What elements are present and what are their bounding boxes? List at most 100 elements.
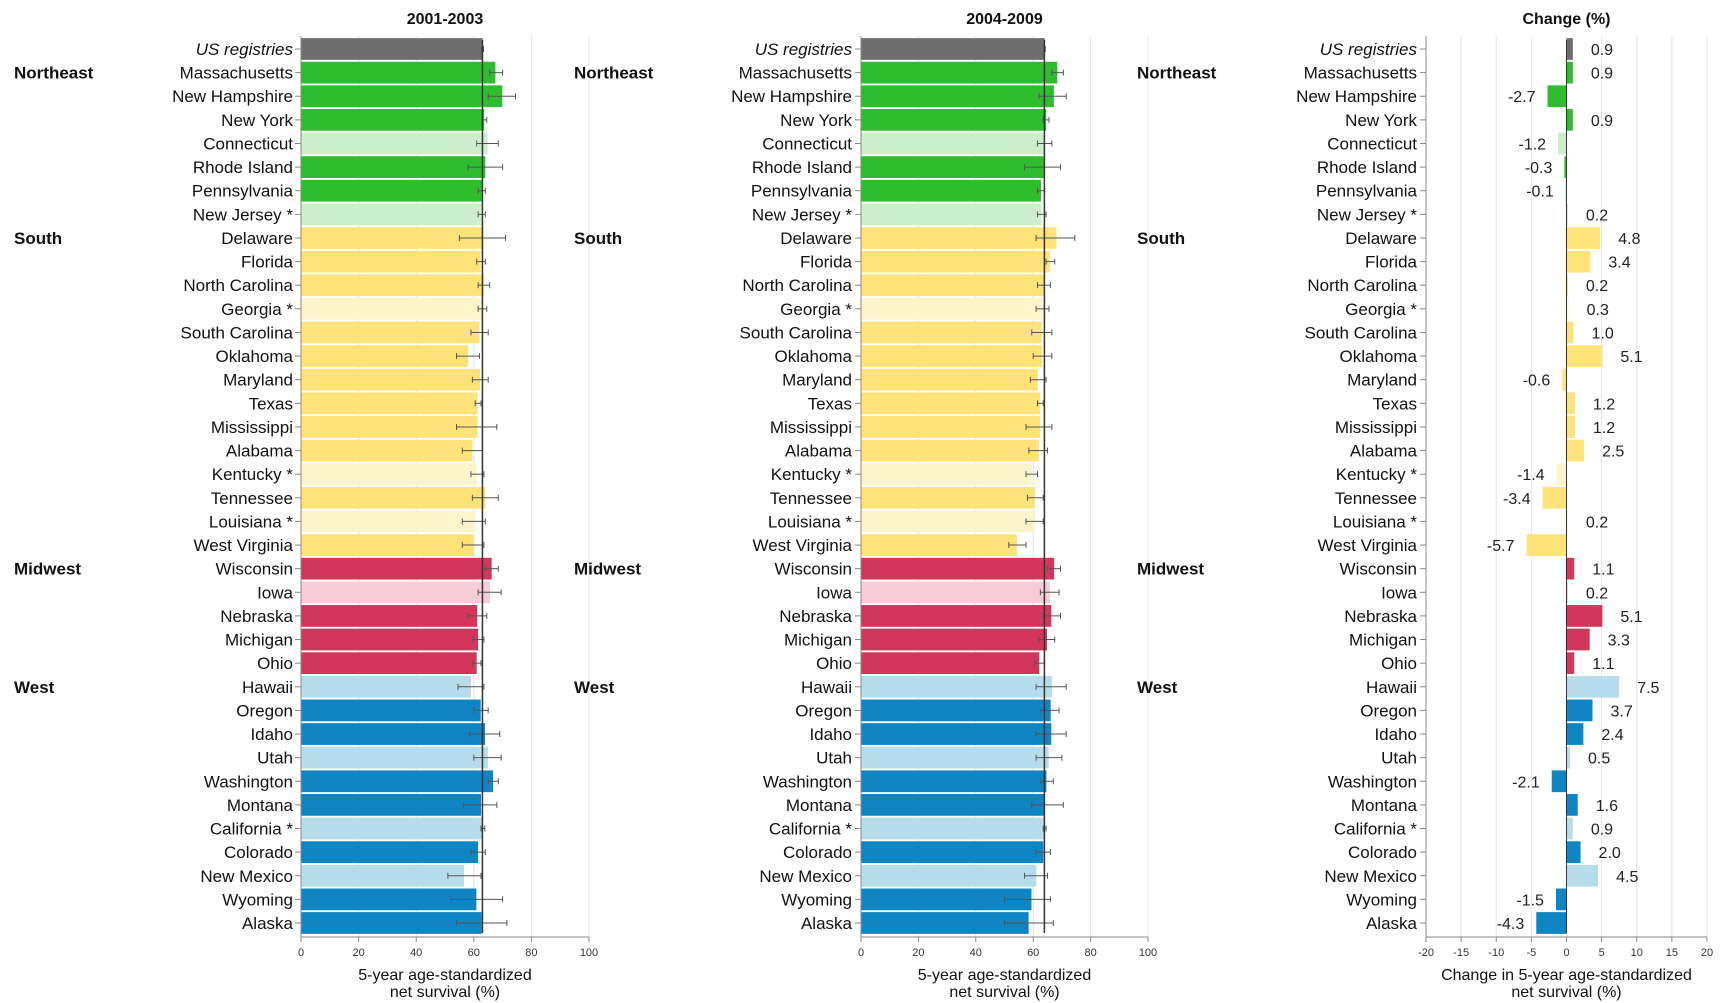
bar	[1566, 723, 1584, 745]
category-label: Alaska	[242, 914, 294, 933]
bar	[1566, 746, 1571, 769]
category-label: Rhode Island	[1317, 158, 1417, 177]
value-label: 4.8	[1618, 231, 1640, 248]
bar	[1566, 274, 1568, 297]
bar	[301, 675, 471, 698]
category-label: Texas	[249, 394, 293, 413]
bar	[861, 203, 1042, 226]
category-label: Wisconsin	[775, 560, 852, 579]
category-label: Hawaii	[1366, 678, 1417, 697]
category-label: Colorado	[783, 843, 852, 862]
category-label: Utah	[257, 749, 293, 768]
value-label: 5.1	[1620, 609, 1642, 626]
bar	[1566, 794, 1578, 816]
category-label: West Virginia	[193, 536, 293, 555]
value-label: 3.3	[1608, 633, 1630, 650]
x-tick-label: 10	[1631, 947, 1643, 959]
bar	[1566, 864, 1599, 887]
category-label: Wisconsin	[1340, 560, 1417, 579]
category-label: Connecticut	[762, 134, 852, 153]
category-label: West Virginia	[1317, 536, 1417, 555]
x-tick-label: -15	[1453, 947, 1469, 959]
category-label: California *	[769, 820, 853, 839]
bar	[861, 274, 1044, 297]
bar	[1566, 203, 1568, 226]
category-label: Idaho	[1374, 725, 1417, 744]
x-tick-label: 40	[410, 947, 422, 959]
bar	[301, 368, 481, 391]
bar	[301, 392, 478, 415]
bar	[301, 794, 481, 816]
value-label: 0.2	[1586, 514, 1608, 531]
category-label: Pennsylvania	[192, 182, 294, 201]
bar	[861, 652, 1040, 675]
value-label: 2.5	[1602, 444, 1624, 461]
x-tick-label: 80	[525, 947, 537, 959]
bar	[1551, 770, 1567, 793]
bar	[861, 628, 1047, 651]
category-label: Texas	[808, 394, 852, 413]
bar	[301, 534, 474, 556]
category-label: Idaho	[250, 725, 293, 744]
category-label: Delaware	[1345, 229, 1417, 248]
x-tick-label: 100	[1139, 947, 1157, 959]
x-axis-label: Change in 5-year age-standardized net sur…	[1441, 967, 1692, 1001]
value-label: 3.7	[1610, 703, 1632, 720]
bar	[1566, 38, 1573, 60]
category-label: Pennsylvania	[751, 182, 853, 201]
category-label: Michigan	[1349, 631, 1417, 650]
category-label: North Carolina	[1307, 276, 1417, 295]
bar	[1558, 132, 1567, 155]
category-label: Mississippi	[211, 418, 293, 437]
category-label: Washington	[204, 772, 293, 791]
bar	[1556, 463, 1567, 486]
value-label: 3.4	[1608, 255, 1630, 272]
bar	[1536, 912, 1567, 934]
bar	[1566, 392, 1575, 415]
category-label: Maryland	[1347, 371, 1417, 390]
category-label: Iowa	[1381, 583, 1417, 602]
bar	[861, 38, 1045, 60]
bar	[1566, 841, 1581, 864]
x-tick-label: 0	[1563, 947, 1569, 959]
value-label: 2.0	[1599, 845, 1621, 862]
bar	[1566, 652, 1575, 675]
category-label: New Jersey *	[752, 205, 853, 224]
bar	[301, 179, 482, 202]
x-tick-label: 20	[1701, 947, 1713, 959]
category-label: New Hampshire	[1296, 87, 1417, 106]
x-tick-label: 80	[1084, 947, 1096, 959]
bar	[861, 416, 1041, 438]
value-label: -0.6	[1523, 373, 1551, 390]
x-tick-label: 60	[1027, 947, 1039, 959]
value-label: 5.1	[1620, 349, 1642, 366]
bar	[861, 486, 1035, 509]
x-axis-label-line: 5-year age-standardized	[358, 967, 531, 984]
region-label: Northeast	[574, 64, 654, 83]
category-label: Colorado	[1348, 843, 1417, 862]
bar	[301, 510, 476, 533]
bar	[301, 746, 488, 769]
category-label: Oregon	[236, 701, 293, 720]
category-label: US registries	[1320, 40, 1418, 59]
category-label: Tennessee	[1335, 489, 1417, 508]
x-axis-label: 5-year age-standardized net survival (%)	[358, 967, 531, 1001]
category-label: Utah	[1381, 749, 1417, 768]
region-label: South	[574, 229, 622, 248]
bar	[1566, 321, 1574, 344]
category-label: New Hampshire	[731, 87, 852, 106]
category-label: Rhode Island	[752, 158, 852, 177]
category-label: New Mexico	[1324, 867, 1417, 886]
bar	[1566, 416, 1575, 438]
category-label: Ohio	[257, 654, 293, 673]
bar	[301, 156, 486, 178]
category-label: Oklahoma	[1340, 347, 1418, 366]
value-label: -3.4	[1503, 491, 1531, 508]
category-label: Massachusetts	[180, 64, 293, 83]
category-label: Wyoming	[781, 890, 852, 909]
value-label: 1.2	[1593, 396, 1615, 413]
bar	[861, 250, 1050, 273]
value-label: 0.9	[1591, 113, 1613, 130]
bar	[861, 227, 1057, 249]
